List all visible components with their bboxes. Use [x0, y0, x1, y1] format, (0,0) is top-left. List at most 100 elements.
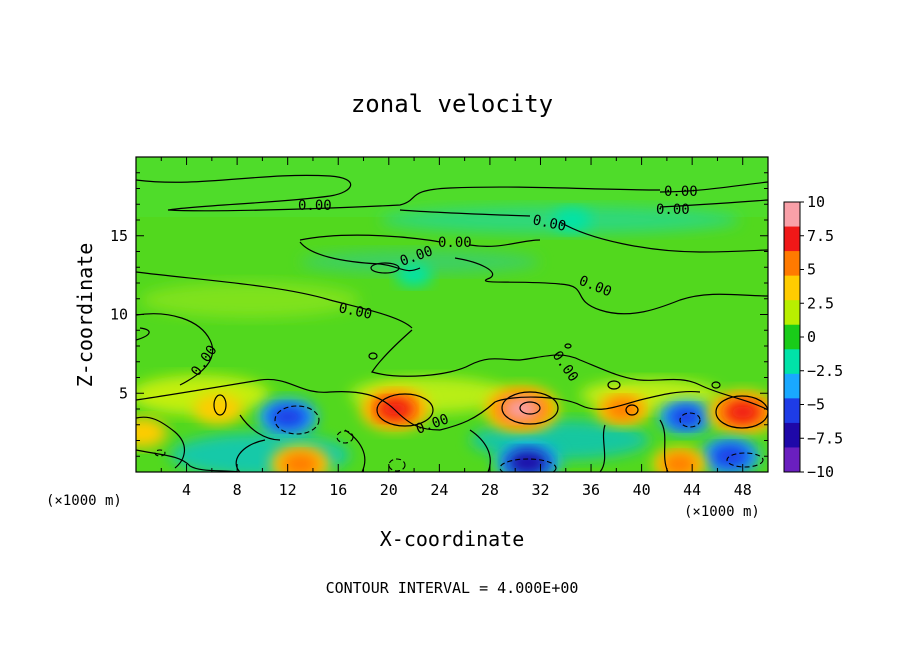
y-tick-label: 5 [119, 384, 128, 402]
contour-line [454, 257, 768, 315]
x-tick-label: 44 [683, 481, 701, 499]
x-tick-label: 12 [279, 481, 297, 499]
contour-line [299, 241, 421, 272]
contour-line [659, 419, 669, 472]
velocity-anomaly [725, 401, 761, 423]
contour-loop [715, 395, 768, 429]
contour-line [559, 221, 768, 253]
colorbar-tick-label: 7.5 [807, 227, 834, 245]
velocity-anomaly [136, 417, 167, 448]
x-tick-label: 28 [481, 481, 499, 499]
colorbar-tick-label: −2.5 [807, 362, 843, 380]
x-tick-label: 32 [531, 481, 549, 499]
colorbar-segment [784, 398, 800, 424]
y-tick-label: 10 [110, 306, 128, 324]
x-tick-label: 48 [734, 481, 752, 499]
y-axis-label: Z-coordinate [73, 243, 97, 388]
colorbar-segment [784, 226, 800, 252]
contour-line [136, 378, 441, 431]
colorbar-segment [784, 373, 800, 399]
contour-label: 0.00 [531, 212, 567, 235]
contour-loop [213, 394, 227, 416]
left-warm-band [140, 282, 360, 318]
velocity-anomaly [502, 397, 541, 421]
chart-title: zonal velocity [351, 90, 553, 118]
x-tick-label: 36 [582, 481, 600, 499]
velocity-anomaly [661, 452, 698, 472]
contour-loop [607, 380, 621, 390]
x-tick-label: 8 [233, 481, 242, 499]
velocity-anomaly [193, 393, 243, 425]
contour-label: 0.00 [298, 198, 332, 214]
x-tick-labels: 4 8 12 16 20 24 28 32 36 40 44 48 [182, 481, 752, 499]
colorbar-tick-label: −7.5 [807, 429, 843, 447]
contour-label: 0.00 [664, 184, 698, 200]
colorbar-segment [784, 300, 800, 326]
contour-line [136, 416, 185, 469]
negative-contour [679, 412, 701, 428]
velocity-anomaly [280, 451, 321, 472]
contour-line [659, 199, 768, 208]
colorbar-segment [784, 202, 800, 228]
plot-area: 0.00 0.00 0.00 0.00 0.00 0.00 0.00 0.00 … [135, 156, 769, 473]
x-axis-unit: (×1000 m) [684, 504, 760, 520]
negative-contour [154, 449, 166, 457]
contour-line [235, 414, 281, 472]
colorbar-segment [784, 324, 800, 350]
contour-line [439, 390, 701, 431]
contour-lines [136, 174, 768, 472]
mid-cool-band [300, 250, 540, 274]
contour-loop [370, 262, 400, 274]
x-origin-unit: (×1000 m) [46, 493, 122, 509]
y-tick-labels: 5 10 15 [110, 227, 128, 403]
x-axis-label: X-coordinate [380, 527, 525, 551]
colorbar-tick-label: 10 [807, 193, 825, 211]
contour-interval: CONTOUR INTERVAL = 4.000E+00 [326, 579, 579, 597]
colorbar-segment [784, 251, 800, 277]
velocity-anomaly [667, 405, 704, 429]
contour-line [659, 181, 768, 193]
velocity-anomaly [267, 404, 308, 430]
colorbar-segment [784, 349, 800, 375]
colorbar-segment [784, 447, 800, 473]
colorbar-tick-label: 0 [807, 328, 816, 346]
colorbar-segment [784, 275, 800, 301]
negative-contour [274, 405, 320, 435]
contour-line [344, 429, 366, 472]
x-tick-label: 24 [430, 481, 448, 499]
contour-line [399, 209, 531, 217]
velocity-anomaly [506, 449, 550, 472]
contour-loop [564, 343, 572, 349]
contour-line [136, 449, 241, 472]
colorbar-tick-label: 5 [807, 261, 816, 279]
contour-line [371, 329, 768, 411]
contour-line [469, 429, 491, 472]
contour-loop [625, 404, 639, 416]
velocity-field [136, 157, 768, 472]
negative-contour [726, 452, 764, 468]
contour-label: 0.00 [337, 300, 373, 323]
contour-line [599, 424, 606, 472]
contour-loop [711, 381, 721, 389]
contour-loop [519, 401, 541, 415]
axis-ticks [136, 157, 768, 472]
colorbar-tick-label: −10 [807, 463, 834, 481]
colorbar-tick-label: 2.5 [807, 294, 834, 312]
x-tick-label: 40 [633, 481, 651, 499]
colorbar-tick-label: −5 [807, 396, 825, 414]
contour-line [136, 174, 661, 212]
x-tick-label: 20 [380, 481, 398, 499]
contour-line [136, 313, 214, 386]
velocity-anomaly [710, 444, 750, 469]
contour-label: 0.00 [656, 202, 690, 218]
negative-contour [499, 458, 557, 472]
colorbar-segment [784, 422, 800, 448]
negative-contour [388, 458, 406, 472]
contour-loop [376, 393, 434, 427]
contour-line [136, 271, 413, 329]
velocity-anomaly [552, 208, 592, 232]
contour-label: 0.00 [438, 235, 472, 251]
contour-loop [501, 391, 559, 425]
contour-loop [368, 352, 378, 360]
